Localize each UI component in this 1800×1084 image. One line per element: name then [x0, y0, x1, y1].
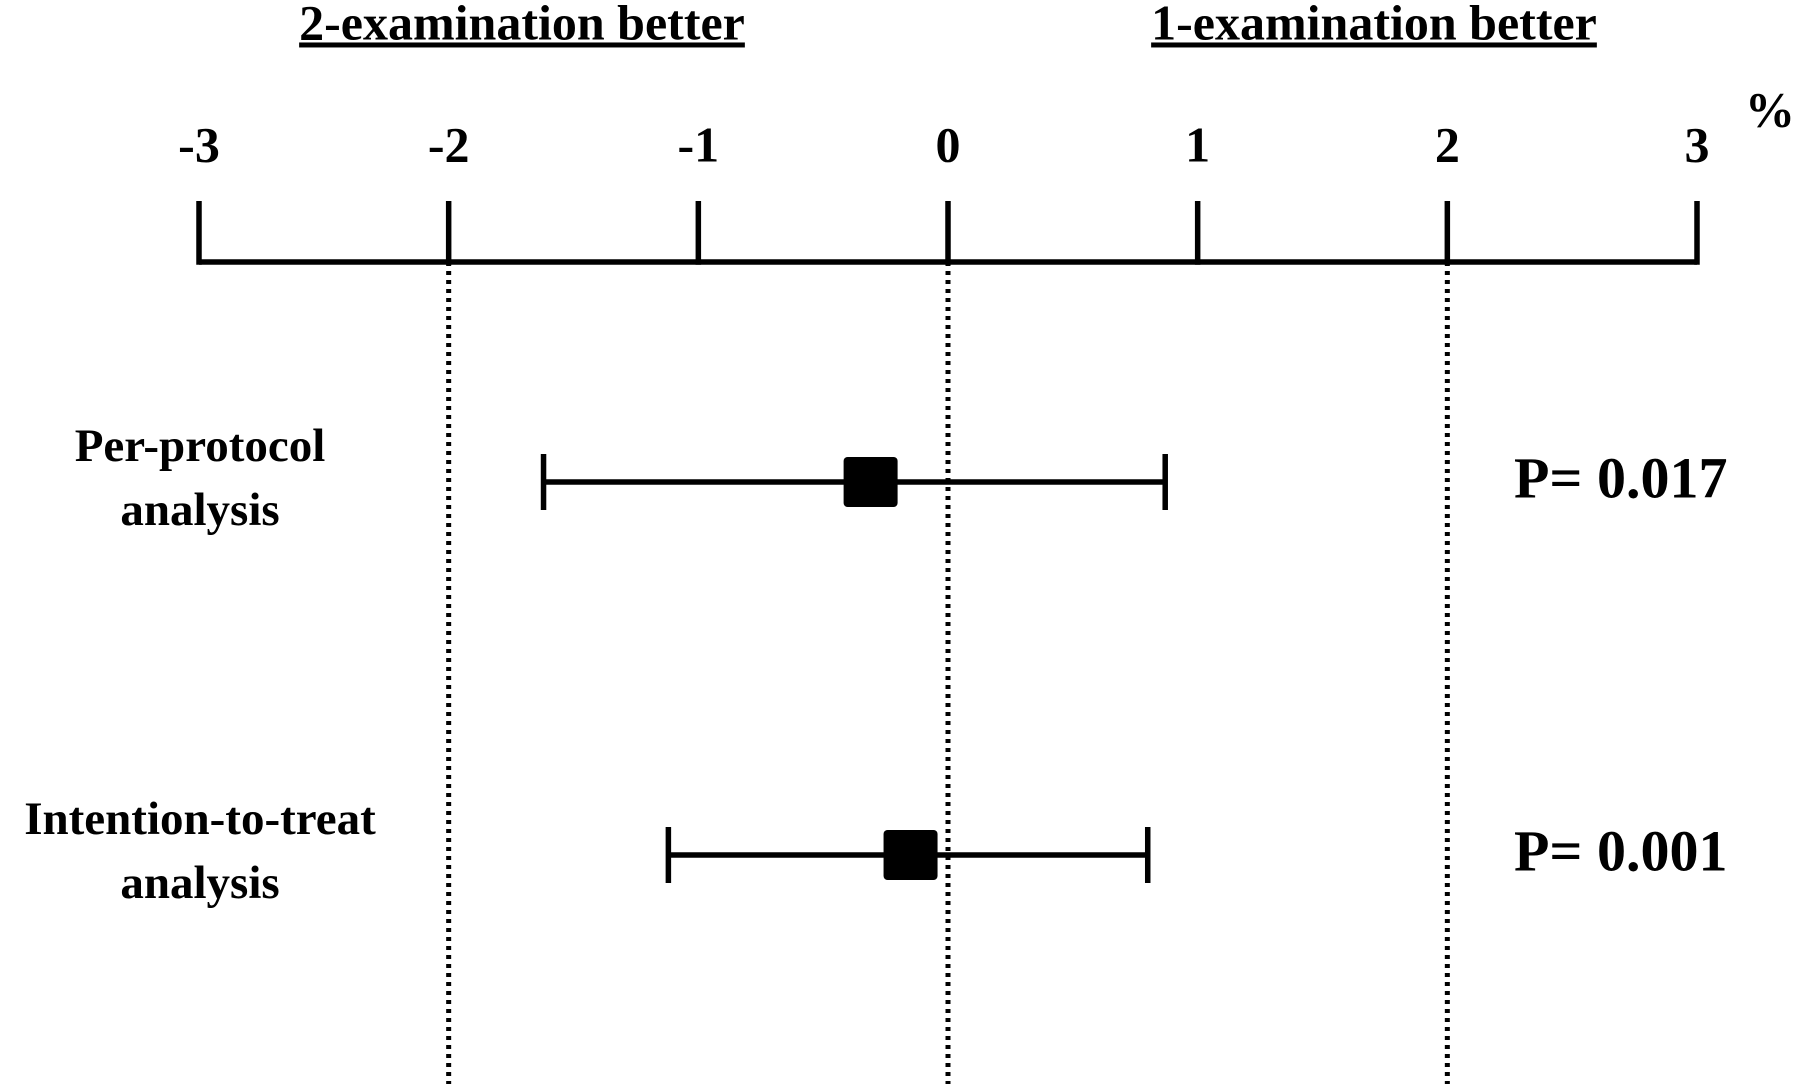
x-tick-label: -3	[178, 116, 220, 172]
x-tick-label: 0	[936, 116, 961, 172]
row-label: Intention-to-treat	[24, 793, 376, 845]
row-label: analysis	[120, 857, 279, 909]
unit-label: %	[1745, 81, 1795, 137]
p-value-label: P= 0.001	[1514, 818, 1727, 883]
point-estimate	[843, 457, 898, 507]
x-tick-label: 2	[1435, 116, 1460, 172]
row-label: Per-protocol	[75, 420, 326, 472]
x-tick-label: -1	[678, 116, 720, 172]
point-estimate	[883, 830, 938, 880]
row-label: analysis	[120, 484, 279, 536]
x-tick-label: 1	[1185, 116, 1210, 172]
x-tick-label: 3	[1685, 116, 1710, 172]
right-header: 1-examination better	[1151, 0, 1597, 50]
x-tick-label: -2	[428, 116, 470, 172]
left-header: 2-examination better	[299, 0, 745, 50]
p-value-label: P= 0.017	[1514, 445, 1727, 510]
